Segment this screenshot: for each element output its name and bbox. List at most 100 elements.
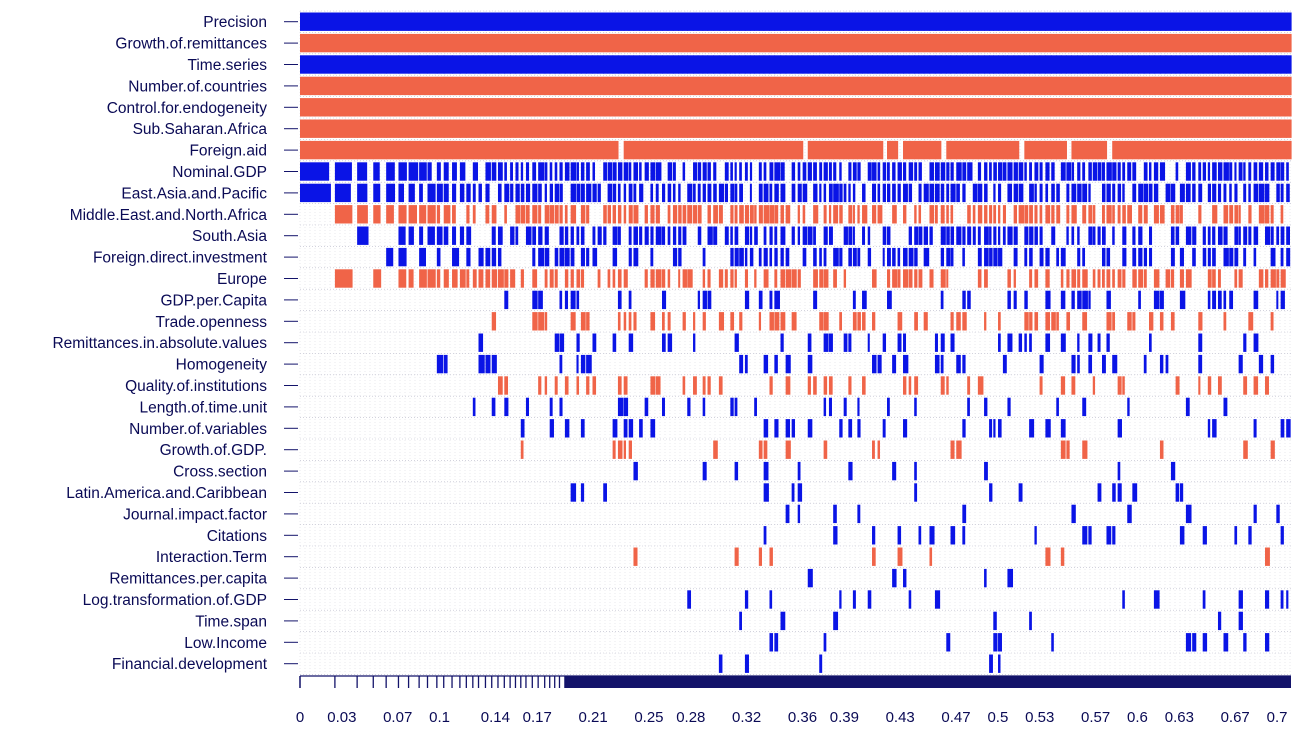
inclusion-cell <box>702 461 707 481</box>
inclusion-cell <box>718 140 726 160</box>
inclusion-cell <box>515 33 522 53</box>
inclusion-cell <box>597 140 604 160</box>
inclusion-cell <box>1007 183 1013 203</box>
inclusion-cell <box>452 162 457 181</box>
inclusion-cell <box>1229 162 1233 181</box>
inclusion-cell <box>1082 205 1087 224</box>
inclusion-cell <box>763 419 769 438</box>
inclusion-cell <box>843 183 847 203</box>
inclusion-cell <box>1179 290 1186 310</box>
inclusion-cell <box>1286 119 1292 138</box>
inclusion-cell <box>1276 162 1281 181</box>
inclusion-cell <box>1229 205 1234 224</box>
inclusion-cell <box>580 76 587 96</box>
inclusion-cell <box>491 33 499 53</box>
inclusion-cell <box>998 183 1002 203</box>
inclusion-cell <box>436 119 445 138</box>
inclusion-cell <box>427 140 438 160</box>
inclusion-cell <box>823 269 829 288</box>
inclusion-cell <box>1060 76 1067 96</box>
inclusion-cell <box>655 162 662 181</box>
inclusion-cell <box>1207 55 1213 74</box>
inclusion-cell <box>1149 247 1153 267</box>
inclusion-cell <box>1082 526 1088 545</box>
inclusion-cell <box>515 205 521 224</box>
inclusion-cell <box>1165 12 1172 31</box>
inclusion-cell <box>628 419 634 438</box>
inclusion-cell <box>472 397 476 417</box>
inclusion-cell <box>1253 76 1260 96</box>
inclusion-cell <box>852 98 858 117</box>
inclusion-cell <box>1248 183 1251 203</box>
inclusion-cell <box>586 55 594 74</box>
x-tick-label: 0.63 <box>1165 709 1194 726</box>
inclusion-cell <box>769 55 775 74</box>
inclusion-cell <box>1234 162 1237 181</box>
inclusion-cell <box>940 33 947 53</box>
inclusion-cell <box>918 183 922 203</box>
inclusion-cell <box>678 119 684 138</box>
inclusion-cell <box>1143 98 1150 117</box>
inclusion-cell <box>749 183 752 203</box>
inclusion-cell <box>1112 140 1119 160</box>
x-tick-label: 0.28 <box>676 709 705 726</box>
inclusion-cell <box>962 33 968 53</box>
inclusion-cell <box>823 76 830 96</box>
inclusion-cell <box>1153 590 1160 609</box>
inclusion-cell <box>929 162 934 181</box>
inclusion-cell <box>1253 333 1259 352</box>
inclusion-cell <box>592 333 597 352</box>
inclusion-cell <box>749 33 755 53</box>
inclusion-cell <box>807 333 812 352</box>
inclusion-cell <box>628 98 635 117</box>
inclusion-cell <box>1071 269 1077 288</box>
inclusion-cell <box>452 140 461 160</box>
inclusion-cell <box>707 205 711 224</box>
inclusion-cell <box>903 98 910 117</box>
inclusion-cell <box>386 247 394 267</box>
inclusion-cell <box>1223 183 1227 203</box>
inclusion-cell <box>813 98 820 117</box>
inclusion-cell <box>1106 183 1111 203</box>
inclusion-cell <box>807 354 813 374</box>
inclusion-cell <box>892 205 897 224</box>
inclusion-cell <box>962 419 966 438</box>
y-label-remittances-per-capita: Remittances.per.capita <box>109 571 267 588</box>
inclusion-cell <box>977 247 982 267</box>
inclusion-cell <box>993 33 999 53</box>
inclusion-cell <box>520 269 524 288</box>
inclusion-cell <box>693 33 699 53</box>
inclusion-cell <box>1202 76 1209 96</box>
inclusion-cell <box>1024 55 1030 74</box>
inclusion-cell <box>867 55 873 74</box>
inclusion-cell <box>408 205 417 224</box>
inclusion-cell <box>398 269 407 288</box>
inclusion-cell <box>749 119 755 138</box>
inclusion-cell <box>373 98 387 117</box>
inclusion-cell <box>687 140 694 160</box>
inclusion-cell <box>848 162 852 181</box>
inclusion-cell <box>554 55 561 74</box>
inclusion-cell <box>713 440 718 459</box>
inclusion-cell <box>398 33 410 53</box>
x-tick-label: 0.67 <box>1221 709 1250 726</box>
inclusion-cell <box>785 269 792 288</box>
inclusion-cell <box>1280 119 1287 138</box>
inclusion-cell <box>1270 354 1275 374</box>
inclusion-cell <box>1117 98 1123 117</box>
inclusion-cell <box>1002 140 1009 160</box>
inclusion-cell <box>459 98 467 117</box>
inclusion-cell <box>702 76 709 96</box>
inclusion-cell <box>1088 205 1093 224</box>
inclusion-cell <box>934 354 940 374</box>
inclusion-cell <box>1170 55 1177 74</box>
inclusion-cell <box>734 140 740 160</box>
inclusion-cell <box>702 312 706 331</box>
inclusion-cell <box>603 33 609 53</box>
inclusion-cell <box>570 12 578 31</box>
inclusion-cell <box>962 312 967 331</box>
inclusion-cell <box>1143 140 1150 160</box>
inclusion-cell <box>989 162 992 181</box>
inclusion-cell <box>1286 76 1292 96</box>
inclusion-cell <box>1243 247 1247 267</box>
